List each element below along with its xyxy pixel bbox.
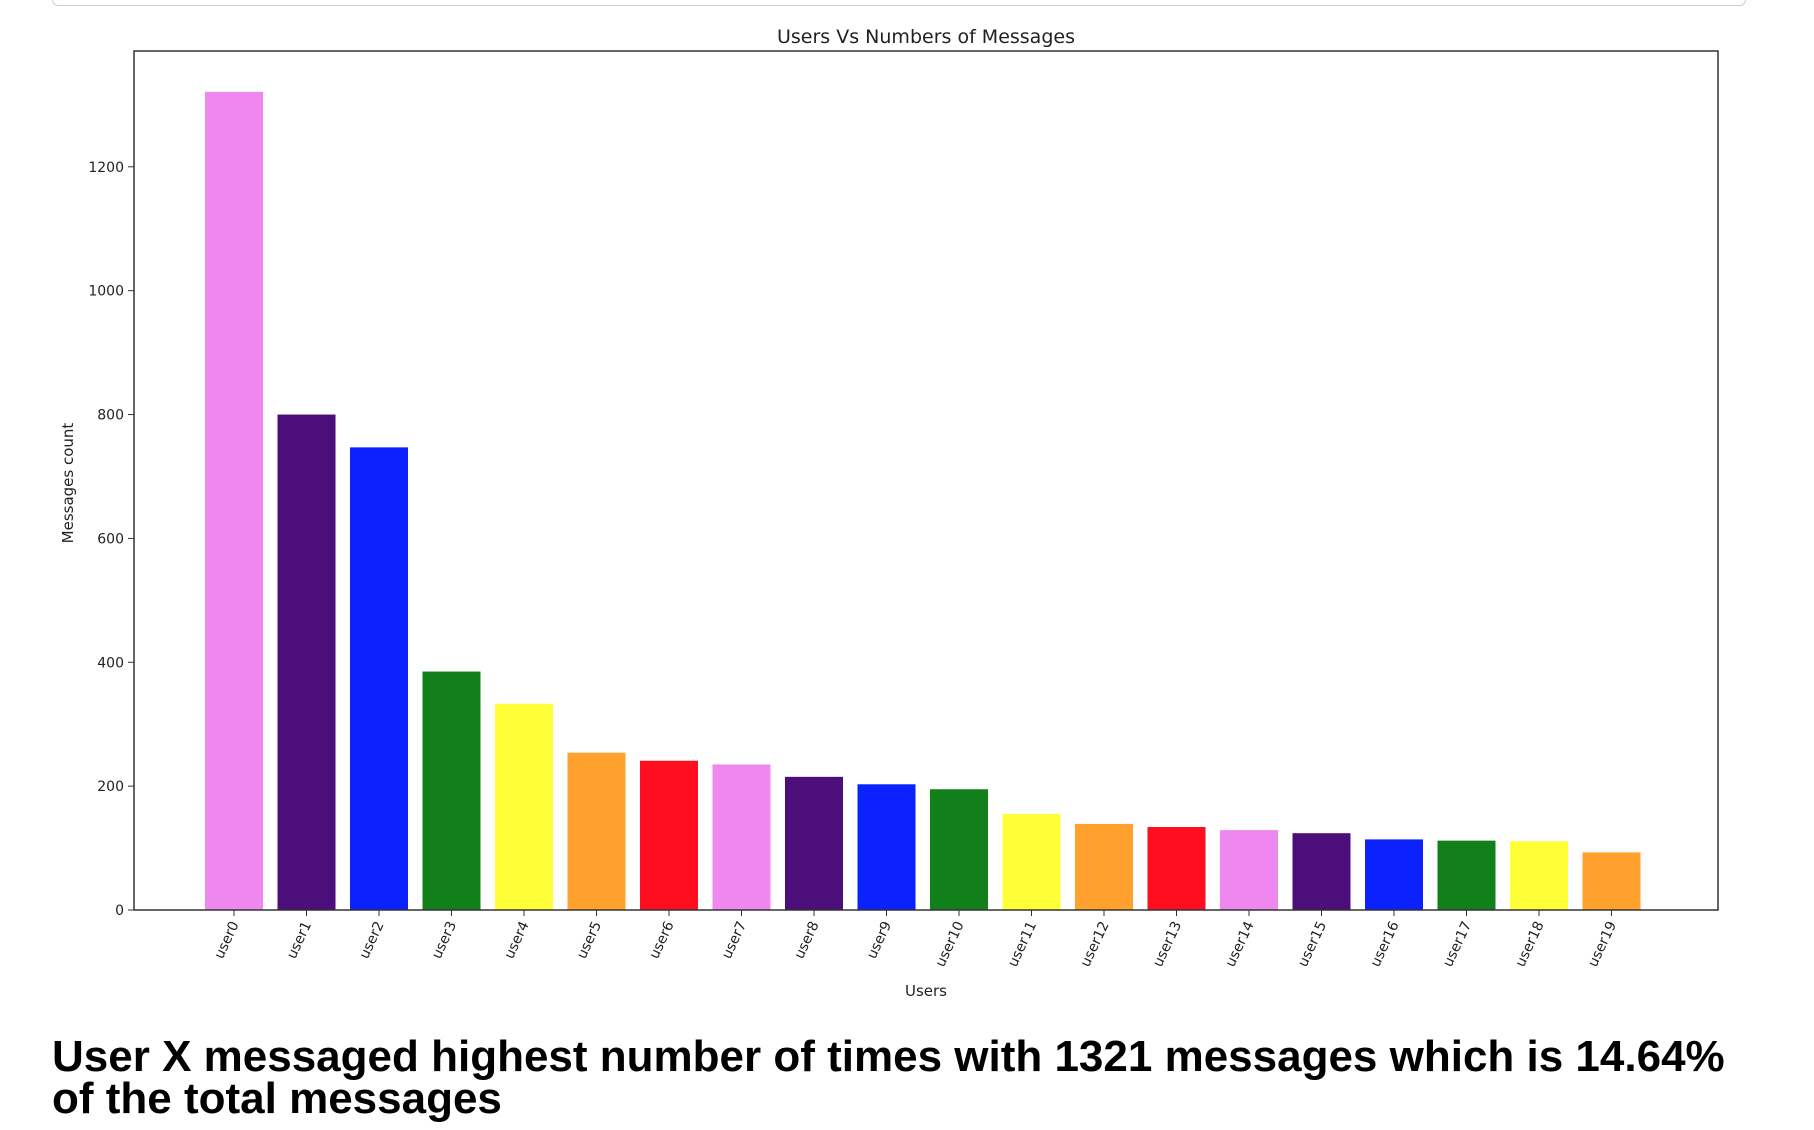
bar-user15 — [1292, 833, 1351, 910]
x-tick-label: user2 — [356, 919, 387, 962]
x-tick-label: user11 — [1005, 919, 1040, 970]
bar-user12 — [1075, 823, 1133, 910]
x-tick-label: user10 — [933, 919, 968, 970]
x-tick-label: user16 — [1368, 919, 1403, 970]
x-tick-label: user8 — [791, 919, 822, 962]
plot-frame — [133, 50, 1719, 911]
bar-user0 — [205, 91, 263, 911]
bar-user9 — [857, 784, 916, 910]
bar-user6 — [640, 760, 698, 910]
x-tick-label: user14 — [1223, 919, 1258, 970]
x-axis-label: Users — [905, 982, 947, 1000]
x-tick-label: user12 — [1078, 919, 1113, 970]
y-tick-label: 800 — [97, 408, 124, 424]
x-tick-label: user19 — [1585, 919, 1620, 970]
bar-user8 — [785, 776, 843, 910]
x-tick-label: user3 — [429, 919, 460, 962]
bar-user19 — [1582, 852, 1641, 910]
bar-user10 — [930, 789, 988, 910]
x-tick-label: user5 — [574, 919, 605, 962]
x-tick-label: user6 — [646, 919, 677, 962]
x-tick-label: user17 — [1440, 919, 1475, 970]
x-tick-label: user18 — [1513, 919, 1548, 970]
bar-user4 — [495, 703, 553, 910]
y-tick-label: 1000 — [88, 284, 124, 300]
bars-group — [205, 91, 1641, 911]
y-tick-label: 200 — [97, 779, 124, 795]
bar-user18 — [1510, 841, 1568, 910]
bar-user5 — [567, 752, 626, 910]
y-tick-label: 600 — [97, 531, 124, 547]
x-tick-label: user7 — [719, 919, 750, 962]
y-axis-label: Messages count — [59, 423, 77, 544]
bar-user14 — [1220, 830, 1278, 910]
y-ticks-group: 0 200 400 600 800 1000 1200 — [88, 160, 134, 919]
x-tick-label: user0 — [211, 919, 242, 962]
bar-user13 — [1147, 827, 1206, 910]
bar-user1 — [277, 414, 336, 910]
bar-user3 — [422, 671, 481, 910]
y-tick-label: 400 — [97, 655, 124, 671]
bar-user16 — [1365, 839, 1423, 910]
chart-title: Users Vs Numbers of Messages — [777, 26, 1075, 48]
x-tick-label: user1 — [284, 919, 315, 962]
bar-chart: Users Vs Numbers of Messages Messages co… — [59, 26, 1719, 1000]
summary-text: User X messaged highest number of times … — [52, 1032, 1725, 1123]
y-tick-label: 1200 — [88, 160, 124, 176]
y-tick-label: 0 — [115, 903, 124, 919]
x-tick-label: user15 — [1295, 919, 1330, 970]
x-tick-label: user4 — [501, 919, 532, 962]
bar-user11 — [1002, 814, 1061, 910]
x-ticks-group: user0 user1 user2 user3 user4 user5 user6 user7… — [211, 910, 1620, 970]
x-tick-label: user13 — [1150, 919, 1185, 970]
bar-user2 — [350, 447, 408, 910]
bar-user17 — [1437, 840, 1496, 910]
bar-user7 — [712, 764, 771, 910]
x-tick-label: user9 — [864, 919, 895, 962]
